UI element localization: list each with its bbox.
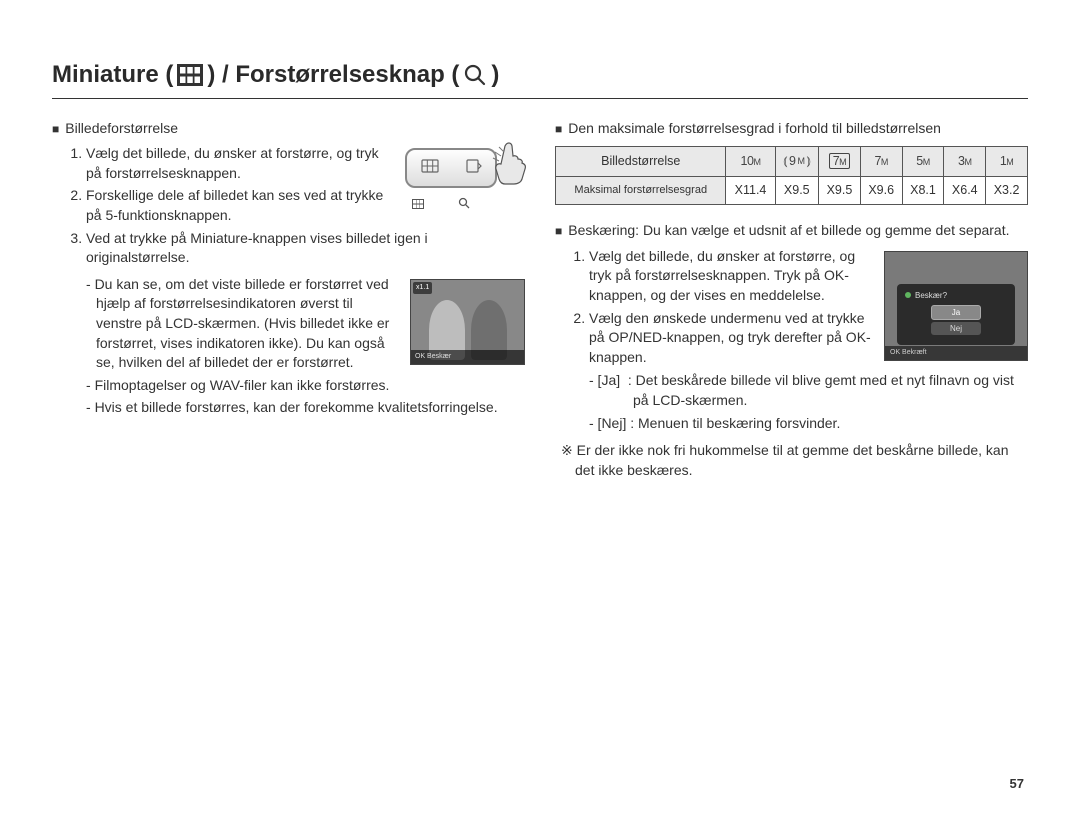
content-columns: ■ Billedeforstørrelse (52, 119, 1028, 481)
page-title: Miniature ( ) / Forstørrelsesknap ( ) (52, 58, 499, 92)
size-cell-4: 5M (902, 147, 944, 177)
dialog-title: Beskær? (915, 290, 947, 301)
table-row-sizes: Billedstørrelse 10M ⦅9M⦆ 7M 7M 5M 3M 1M (556, 147, 1028, 177)
crop-bottombar: OK Bekræft (885, 346, 1027, 360)
table-row-values: Maksimal forstørrelsesgrad X11.4 X9.5 X9… (556, 176, 1028, 205)
right-heading: ■ Den maksimale forstørrelsesgrad i forho… (555, 119, 1028, 139)
value-cell-5: X6.4 (944, 176, 986, 205)
left-step-3: Ved at trykke på Miniature-knappen vises… (86, 229, 525, 268)
def-ja: - [Ja] : Det beskårede billede vil blive… (589, 371, 1028, 410)
left-sub-3: - Hvis et billede forstørres, kan der fo… (86, 398, 525, 418)
left-sub-3-text: Hvis et billede forstørres, kan der fore… (95, 399, 498, 415)
hand-icon (487, 140, 533, 186)
value-cell-3: X9.6 (860, 176, 902, 205)
rocker-right-icon (466, 158, 482, 179)
dialog-dot-icon (905, 292, 911, 298)
crop-dialog: Beskær? Ja Nej (897, 284, 1015, 346)
left-sub-2-text: Filmoptagelser og WAV-filer kan ikke for… (95, 377, 390, 393)
size-cell-2: 7M (819, 147, 861, 177)
left-heading: ■ Billedeforstørrelse (52, 119, 525, 139)
page-title-row: Miniature ( ) / Forstørrelsesknap ( ) (52, 58, 1028, 99)
right-heading-text: Den maksimale forstørrelsesgrad i forhol… (568, 120, 941, 136)
right-column: ■ Den maksimale forstørrelsesgrad i forho… (555, 119, 1028, 481)
size-cell-0: 10M (726, 147, 775, 177)
crop-note: ※ Er der ikke nok fri hukommelse til at … (555, 441, 1028, 480)
title-part2: ) / Forstørrelsesknap ( (207, 58, 459, 92)
bullet-icon: ■ (555, 122, 562, 136)
size-val: 10 (741, 154, 754, 168)
value-cell-4: X8.1 (902, 176, 944, 205)
value-cell-2: X9.5 (819, 176, 861, 205)
dialog-option-no: Nej (931, 322, 981, 335)
bullet-icon: ■ (52, 122, 59, 136)
value-cell-0: X11.4 (726, 176, 775, 205)
magnify-small-icon (458, 196, 470, 214)
value-row-label: Maksimal forstørrelsesgrad (556, 176, 726, 205)
rocker-illustration (395, 148, 525, 214)
def-nej-text: : Menuen til beskæring forsvinder. (630, 415, 840, 431)
rocker-switch (405, 148, 515, 192)
magnify-icon (463, 63, 487, 87)
value-cell-1: X9.5 (775, 176, 819, 205)
value-cell-6: X3.2 (986, 176, 1028, 205)
screenshot-bottombar: OK Beskær (411, 350, 524, 364)
rocker-left-icon (421, 158, 439, 179)
page-number: 57 (1010, 775, 1024, 793)
left-sub-2: - Filmoptagelser og WAV-filer kan ikke f… (86, 376, 525, 396)
size-cell-6: 1M (986, 147, 1028, 177)
dialog-option-yes: Ja (931, 305, 981, 320)
bullet-icon: ■ (555, 224, 562, 238)
crop-definitions: - [Ja] : Det beskårede billede vil blive… (555, 371, 1028, 433)
def-ja-text: : Det beskårede billede vil blive gemt m… (628, 372, 1014, 408)
thumbnail-icon (177, 64, 203, 86)
size-val: 9 (789, 153, 795, 171)
crop-heading-text: Beskæring: Du kan vælge et udsnit af et … (568, 222, 1009, 238)
size-row-label: Billedstørrelse (556, 147, 726, 177)
rocker-under-icons (395, 196, 487, 214)
title-part1: Miniature ( (52, 58, 173, 92)
size-cell-3: 7M (860, 147, 902, 177)
dialog-title-row: Beskær? (905, 290, 1007, 301)
left-column: ■ Billedeforstørrelse (52, 119, 525, 481)
size-cell-1: ⦅9M⦆ (775, 147, 819, 177)
def-ja-label: - [Ja] (589, 372, 620, 388)
size-table: Billedstørrelse 10M ⦅9M⦆ 7M 7M 5M 3M 1M … (555, 146, 1028, 205)
title-part3: ) (491, 58, 499, 92)
preview-screenshot: x1.1 OK Beskær (410, 279, 525, 365)
left-sub-1-text: Du kan se, om det viste billede er forst… (95, 276, 390, 370)
def-nej-label: - [Nej] (589, 415, 626, 431)
left-heading-text: Billedeforstørrelse (65, 120, 178, 136)
rocker-body (405, 148, 497, 188)
def-nej: - [Nej] : Menuen til beskæring forsvinde… (589, 414, 1028, 434)
crop-heading: ■ Beskæring: Du kan vælge et udsnit af et… (555, 221, 1028, 241)
crop-screenshot: Beskær? Ja Nej OK Bekræft (884, 251, 1028, 361)
thumbnail-small-icon (412, 196, 424, 214)
size-cell-5: 3M (944, 147, 986, 177)
